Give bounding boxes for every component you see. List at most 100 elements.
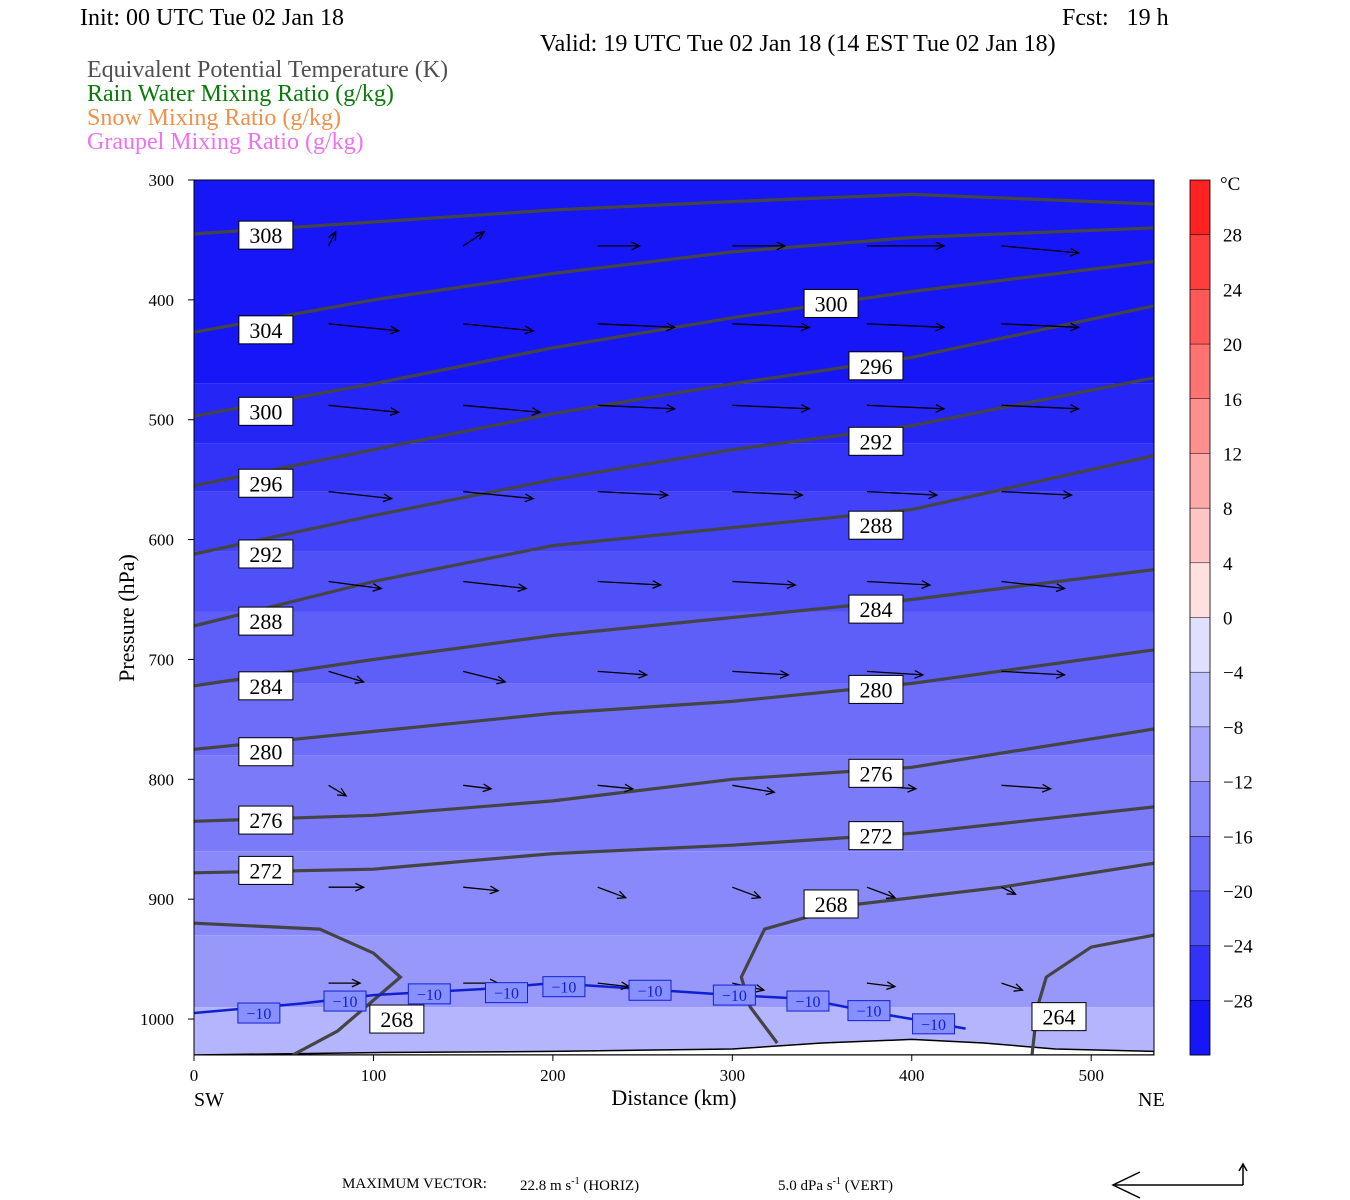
wind-vector: [732, 241, 787, 251]
wind-vector-head: [328, 230, 337, 241]
wind-vector-shaft: [597, 982, 630, 988]
wind-vector: [1001, 982, 1024, 992]
wind-vector: [1001, 322, 1081, 332]
wind-vector: [1001, 670, 1067, 679]
wind-vector-head: [517, 583, 528, 593]
wind-vector-head: [935, 404, 946, 413]
wind-vector: [597, 783, 635, 793]
wind-vector-head: [793, 490, 804, 500]
wind-vector-shaft: [328, 670, 364, 683]
wind-vector: [1001, 886, 1017, 895]
wind-vector: [328, 670, 366, 684]
colorbar-tick-label: −20: [1223, 882, 1253, 903]
wind-vector-shaft: [597, 323, 675, 328]
colorbar-tick-label: 12: [1223, 444, 1242, 465]
colorbar-tick-label: 8: [1223, 499, 1233, 520]
wind-vector-shaft: [866, 490, 937, 496]
wind-vector: [732, 490, 804, 500]
wind-vector-head: [631, 241, 642, 251]
wind-vector-shaft: [597, 886, 626, 899]
colorbar-tick-label: 28: [1223, 226, 1242, 247]
colorbar-cell: [1190, 562, 1210, 618]
x-tick-label: 100: [361, 1066, 387, 1085]
y-tick-label: 300: [149, 171, 175, 190]
wind-vector-shaft: [732, 784, 775, 793]
wind-vector-head: [754, 984, 766, 993]
colorbar-tick-label: −28: [1223, 991, 1253, 1012]
reference-vector-icon: [1111, 1162, 1248, 1199]
wind-vector-shaft: [328, 580, 382, 590]
wind-vector-shaft: [1001, 886, 1016, 895]
wind-vector-shaft: [1001, 245, 1079, 254]
init-time: Init: 00 UTC Tue 02 Jan 18: [80, 5, 345, 31]
plot-frame: [193, 179, 1155, 1056]
theta-e-label-box: [238, 855, 294, 885]
wind-vector-shaft: [597, 670, 647, 676]
wind-vector-shaft: [866, 404, 944, 410]
wind-vector-head: [496, 675, 507, 685]
wind-vector-shaft: [732, 404, 810, 410]
theta-e-label-box: [848, 821, 904, 851]
temperature-label-box: [542, 976, 586, 998]
colorbar-cell: [1190, 289, 1210, 345]
wind-vector: [732, 404, 811, 413]
temperature-label-text: −10: [921, 1017, 946, 1034]
temperature-label: −10: [628, 979, 672, 1001]
temperature-label: −10: [912, 1013, 956, 1035]
wind-vector: [328, 784, 348, 797]
theta-e-label-text: 292: [249, 542, 282, 567]
temp-band: [194, 491, 1154, 552]
temperature-label-text: −10: [332, 994, 357, 1011]
temperature-label: −10: [786, 990, 830, 1012]
temperature-label: −10: [712, 984, 756, 1006]
theta-e-label-text: 300: [815, 291, 848, 316]
colorbar-tick-label: 20: [1223, 335, 1242, 356]
wind-vector-head: [928, 490, 939, 500]
theta-e-label-text: 264: [1042, 1005, 1075, 1030]
wind-vector: [597, 580, 663, 590]
wind-vector-head: [489, 885, 500, 895]
y-tick-label: 900: [149, 890, 175, 909]
theta-e-label: 292: [238, 539, 294, 569]
wind-vector-head: [389, 407, 401, 417]
theta-e-label: 296: [238, 468, 294, 498]
wind-vector-head: [776, 241, 787, 251]
wind-vector: [866, 322, 946, 332]
theta-e-label-text: 300: [249, 399, 282, 424]
wind-vector-shaft: [328, 231, 337, 247]
theta-e-label-text: 292: [859, 429, 892, 454]
theta-e-label-box: [1031, 1002, 1087, 1032]
temperature-label-box: [237, 1002, 281, 1024]
y-tick-label: 600: [149, 531, 175, 550]
wind-vector-shaft: [1001, 580, 1065, 590]
max-vector-label: MAXIMUM VECTOR:: [342, 1176, 487, 1192]
temperature-label-text: −10: [856, 1004, 881, 1021]
wind-vector-head: [907, 783, 918, 793]
theta-e-label-box: [848, 510, 904, 540]
wind-vector: [866, 670, 925, 679]
colorbar-cell: [1190, 726, 1210, 783]
wind-vector-shaft: [463, 670, 506, 683]
legend-field-snow: Snow Mixing Ratio (g/kg): [87, 105, 342, 131]
colorbar-cell: [1190, 781, 1210, 837]
legend-field-rain: Rain Water Mixing Ratio (g/kg): [87, 81, 394, 107]
wind-vector-head: [372, 583, 383, 592]
wind-vector-shaft: [597, 784, 633, 790]
left-end-label: SW: [194, 1089, 224, 1111]
wind-vector-head: [1055, 583, 1067, 593]
wind-vector: [462, 231, 486, 247]
contour-labels: 308 304 300 300 296 296 292 292 288 288 284 284 280 2…: [237, 220, 1087, 1035]
wind-vector-head: [666, 404, 677, 413]
colorbar-unit: °C: [1220, 174, 1240, 195]
wind-vector: [732, 580, 797, 590]
wind-vector-head: [389, 325, 401, 335]
wind-vector-shaft: [1001, 404, 1079, 410]
theta-e-label-text: 288: [859, 513, 892, 538]
wind-vector-head: [1006, 886, 1017, 895]
theta-e-label-text: 280: [859, 677, 892, 702]
theta-e-label: 272: [238, 855, 294, 885]
wind-vector: [1001, 245, 1081, 257]
wind-vector-head: [524, 325, 535, 335]
theta-e-contour: [194, 805, 1154, 875]
theta-e-label: 288: [848, 510, 904, 540]
